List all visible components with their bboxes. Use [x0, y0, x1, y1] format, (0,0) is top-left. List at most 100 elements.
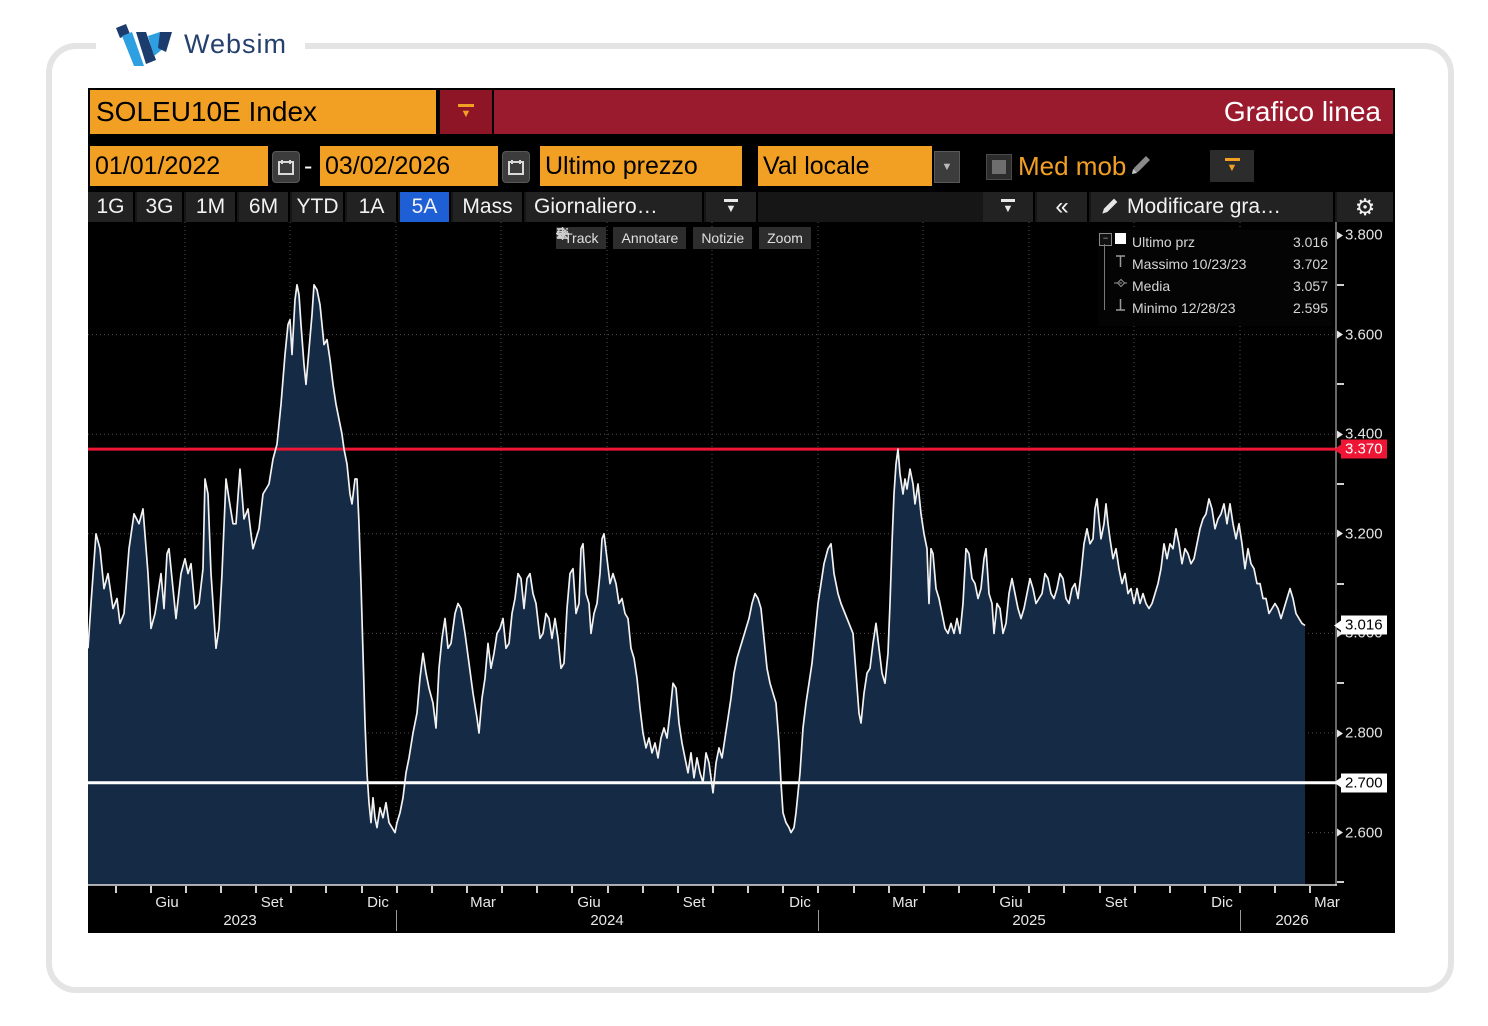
checkbox-inner: [992, 160, 1006, 174]
security-name: SOLEU10E Index: [96, 96, 318, 127]
x-axis-year-2024: 2024: [590, 912, 624, 929]
track-label: Track: [564, 230, 599, 246]
y-axis-minor-tick: [1337, 682, 1344, 685]
x-axis-month-tick: [466, 886, 469, 893]
x-axis-year-2025: 2025: [1012, 912, 1046, 929]
x-axis-year-2026: 2026: [1275, 912, 1309, 929]
legend-value: 3.702: [1292, 256, 1328, 272]
x-axis-month-tick: [1028, 886, 1031, 893]
chart-plot-area[interactable]: Track Annotare Notizie: [88, 222, 1337, 886]
x-axis-month-Mar: Mar: [892, 894, 918, 911]
x-axis-month-tick: [782, 886, 785, 893]
x-axis-month-tick: [149, 886, 152, 893]
date-to-field[interactable]: 03/02/2026: [320, 146, 498, 186]
logo-text: Websim: [184, 28, 288, 59]
legend-label: Massimo 10/23/23: [1132, 256, 1247, 272]
security-field[interactable]: SOLEU10E Index: [90, 90, 436, 134]
x-axis-month-tick: [430, 886, 433, 893]
y-axis[interactable]: 3.8003.6003.4003.2003.0002.8002.6003.370…: [1334, 222, 1395, 933]
currency-field-select[interactable]: Val locale: [758, 146, 932, 186]
y-axis-label-3.200: 3.200: [1337, 525, 1383, 543]
price-field-select[interactable]: Ultimo prezzo: [540, 146, 742, 186]
x-axis[interactable]: Giu Set Dic Mar Giu Set Dic Mar Giu Set Dic Mar 2023…: [88, 886, 1395, 933]
med-mob-checkbox[interactable]: [986, 154, 1012, 180]
legend-value: 3.016: [1292, 234, 1328, 250]
calendar-to-button[interactable]: [502, 151, 530, 183]
calendar-icon: [508, 160, 524, 175]
legend-collapse-box[interactable]: −: [1099, 233, 1112, 246]
x-axis-month-tick: [1239, 886, 1242, 893]
dropdown-arrow-icon: ▼: [458, 104, 474, 120]
x-axis-month-Giu: Giu: [999, 894, 1023, 911]
x-axis-month-tick: [1309, 886, 1312, 893]
y-axis-minor-tick: [1337, 881, 1344, 884]
y-axis-label-3.600: 3.600: [1337, 326, 1383, 344]
calendar-from-button[interactable]: [272, 151, 300, 183]
settings-button[interactable]: ⚙: [1337, 192, 1395, 222]
x-axis-month-tick: [290, 886, 293, 893]
tab-1m[interactable]: 1M: [186, 192, 237, 222]
pencil-icon: [1132, 156, 1150, 174]
news-label: Notizie: [701, 230, 745, 246]
y-axis-label-3.800: 3.800: [1337, 226, 1383, 244]
currency-dropdown-button[interactable]: ▼: [934, 151, 960, 183]
x-axis-month-tick: [325, 886, 328, 893]
frequency-dropdown-button[interactable]: ▼: [706, 192, 758, 222]
x-axis-month-Set: Set: [1104, 894, 1128, 911]
med-mob-label: Med mob: [1018, 150, 1127, 181]
y-axis-label-2.600: 2.600: [1337, 824, 1383, 842]
x-axis-month-tick: [1098, 886, 1101, 893]
options-dropdown-button[interactable]: ▼: [983, 192, 1035, 222]
x-axis-month-tick: [1274, 886, 1277, 893]
tab-1g[interactable]: 1G: [88, 192, 135, 222]
tab-6m[interactable]: 6M: [239, 192, 290, 222]
period-toolbar: 1G 3G 1M 6M YTD 1A 5A Mass Giornaliero… …: [88, 192, 1395, 222]
chart-tools: Track Annotare Notizie: [556, 227, 811, 249]
y-axis-minor-tick: [1337, 383, 1344, 386]
legend-value: 3.057: [1292, 278, 1328, 294]
zoom-button[interactable]: Zoom: [557, 227, 811, 249]
y-axis-label-2.800: 2.800: [1337, 724, 1383, 742]
tab-5a[interactable]: 5A: [400, 192, 451, 222]
legend-tree-line: [1104, 244, 1105, 310]
y-axis-minor-tick: [1337, 283, 1344, 286]
y-axis-tag-2.700: 2.700: [1334, 773, 1387, 793]
x-axis-month-tick: [536, 886, 539, 893]
annotate-button[interactable]: Annotare: [556, 227, 687, 249]
x-axis-month-Dic: Dic: [789, 894, 811, 911]
x-axis-month-tick: [220, 886, 223, 893]
x-axis-month-tick: [360, 886, 363, 893]
websim-logo: Websim: [96, 18, 306, 70]
tab-mass[interactable]: Mass: [453, 192, 524, 222]
price-chart-svg: [88, 222, 1337, 886]
tab-3g[interactable]: 3G: [137, 192, 184, 222]
x-axis-month-tick: [676, 886, 679, 893]
legend-panel: − Ultimo prz 3.016 Massimo 10/23/23 3.70…: [1098, 230, 1332, 326]
legend-label: Ultimo prz: [1132, 234, 1196, 250]
tab-1a[interactable]: 1A: [347, 192, 398, 222]
x-axis-month-tick: [852, 886, 855, 893]
dropdown-arrow-icon: ▼: [1224, 158, 1240, 174]
x-axis-month-tick: [1063, 886, 1066, 893]
y-axis-tag-3.370: 3.370: [1334, 439, 1387, 459]
magnifier-icon: [557, 228, 569, 240]
x-axis-month-tick: [606, 886, 609, 893]
legend-label: Minimo 12/28/23: [1132, 300, 1236, 316]
tab-ytd[interactable]: YTD: [292, 192, 345, 222]
security-dropdown-button[interactable]: ▼: [440, 90, 492, 134]
x-axis-month-Giu: Giu: [155, 894, 179, 911]
pencil-icon: [1102, 198, 1118, 214]
collapse-panel-button[interactable]: «: [1037, 192, 1089, 222]
x-axis-month-tick: [1204, 886, 1207, 893]
x-axis-year-divider: [1240, 910, 1241, 931]
modify-chart-button[interactable]: Modificare gra…: [1091, 192, 1335, 222]
date-from-field[interactable]: 01/01/2022: [90, 146, 268, 186]
frequency-select[interactable]: Giornaliero…: [526, 192, 704, 222]
med-mob-dropdown-button[interactable]: ▼: [1210, 150, 1254, 182]
controls-bar: 01/01/2022 - 03/02/2026: [88, 146, 1395, 186]
legend-row-last: Ultimo prz 3.016: [1114, 232, 1328, 252]
news-button[interactable]: Notizie: [556, 227, 753, 249]
med-mob-edit-button[interactable]: [1128, 154, 1152, 183]
legend-row-high: Massimo 10/23/23 3.702: [1114, 254, 1328, 274]
legend-row-mean: Media 3.057: [1114, 276, 1328, 296]
